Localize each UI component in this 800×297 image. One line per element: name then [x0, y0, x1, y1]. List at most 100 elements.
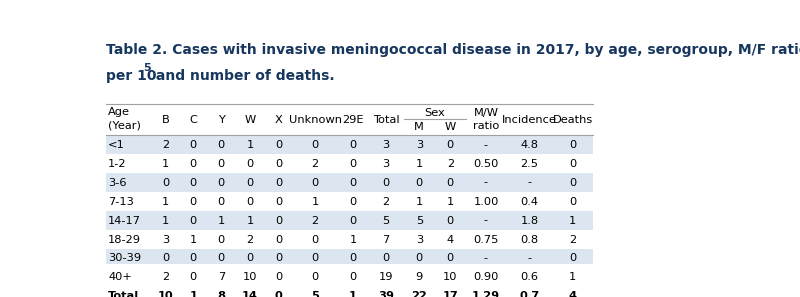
Text: 1: 1: [162, 159, 169, 169]
Text: 0: 0: [446, 178, 454, 188]
Text: 0.90: 0.90: [474, 272, 498, 282]
Text: 3: 3: [382, 140, 390, 150]
Text: 0: 0: [218, 235, 225, 244]
Text: Y: Y: [218, 115, 225, 125]
Text: 10: 10: [158, 291, 174, 297]
Text: 1: 1: [246, 216, 254, 225]
Text: 2.5: 2.5: [520, 159, 538, 169]
Text: 7-13: 7-13: [108, 197, 134, 206]
Text: 0: 0: [382, 254, 390, 263]
Text: 1: 1: [190, 291, 198, 297]
Text: 3: 3: [416, 140, 423, 150]
Bar: [106, 287, 593, 297]
Text: 0: 0: [246, 254, 254, 263]
Text: 2: 2: [162, 140, 169, 150]
Text: 0: 0: [311, 272, 318, 282]
Text: -: -: [527, 254, 531, 263]
Text: C: C: [190, 115, 198, 125]
Text: 0: 0: [246, 159, 254, 169]
Text: -: -: [484, 140, 488, 150]
Text: 0: 0: [350, 178, 357, 188]
Text: 1: 1: [162, 197, 169, 206]
Text: <1: <1: [108, 140, 125, 150]
Text: 14-17: 14-17: [108, 216, 141, 225]
Text: 0: 0: [190, 140, 197, 150]
Text: 0: 0: [275, 216, 282, 225]
Text: 0: 0: [416, 178, 423, 188]
Text: 0.50: 0.50: [474, 159, 498, 169]
Text: 1: 1: [416, 159, 423, 169]
Text: 1.00: 1.00: [474, 197, 498, 206]
Text: 0: 0: [416, 254, 423, 263]
Text: 0: 0: [190, 272, 197, 282]
Text: 3: 3: [416, 235, 423, 244]
Text: W: W: [245, 115, 256, 125]
Text: 3: 3: [162, 235, 169, 244]
Text: B: B: [162, 115, 170, 125]
Text: 0: 0: [350, 159, 357, 169]
Text: 39: 39: [378, 291, 394, 297]
Text: 0: 0: [275, 140, 282, 150]
Text: 5: 5: [382, 216, 390, 225]
Text: 4: 4: [446, 235, 454, 244]
Text: 0: 0: [446, 140, 454, 150]
Text: 0.7: 0.7: [519, 291, 539, 297]
Text: 2: 2: [569, 235, 576, 244]
Text: 1-2: 1-2: [108, 159, 126, 169]
Text: 1: 1: [162, 216, 169, 225]
Text: 7: 7: [218, 272, 225, 282]
Text: 9: 9: [416, 272, 423, 282]
Text: 0: 0: [275, 291, 283, 297]
Text: 0: 0: [275, 272, 282, 282]
Text: 0: 0: [350, 140, 357, 150]
Text: Table 2. Cases with invasive meningococcal disease in 2017, by age, serogroup, M: Table 2. Cases with invasive meningococc…: [106, 42, 800, 56]
Text: 0: 0: [218, 254, 225, 263]
Text: 1: 1: [569, 216, 576, 225]
Text: 0: 0: [569, 254, 576, 263]
Text: 14: 14: [242, 291, 258, 297]
Text: 0: 0: [190, 197, 197, 206]
Text: 0.6: 0.6: [520, 272, 538, 282]
Text: 0: 0: [190, 178, 197, 188]
Text: -: -: [527, 178, 531, 188]
Text: 29E: 29E: [342, 115, 364, 125]
Text: 0: 0: [569, 159, 576, 169]
Text: -: -: [484, 216, 488, 225]
Text: (Year): (Year): [108, 121, 141, 131]
Text: 2: 2: [446, 159, 454, 169]
Text: 0: 0: [569, 140, 576, 150]
Text: 7: 7: [382, 235, 390, 244]
Text: 1: 1: [246, 140, 254, 150]
Text: 0: 0: [218, 197, 225, 206]
Text: 22: 22: [411, 291, 427, 297]
Text: 10: 10: [443, 272, 458, 282]
Text: 1: 1: [416, 197, 423, 206]
Text: and number of deaths.: and number of deaths.: [151, 69, 334, 83]
Text: 0: 0: [382, 178, 390, 188]
Text: 1: 1: [349, 291, 357, 297]
Text: 0: 0: [162, 254, 169, 263]
Text: 1: 1: [350, 235, 357, 244]
Bar: [106, 211, 593, 230]
Bar: [106, 249, 593, 268]
Text: 4: 4: [569, 291, 577, 297]
Text: 0: 0: [275, 235, 282, 244]
Text: 0: 0: [162, 178, 169, 188]
Text: per 10: per 10: [106, 69, 157, 83]
Text: 0: 0: [275, 254, 282, 263]
Text: M: M: [414, 122, 424, 132]
Text: 2: 2: [382, 197, 390, 206]
Bar: [106, 173, 593, 192]
Text: 0: 0: [311, 140, 318, 150]
Text: Total: Total: [108, 291, 139, 297]
Text: 0.75: 0.75: [474, 235, 498, 244]
Text: 1: 1: [190, 235, 197, 244]
Text: 0: 0: [275, 159, 282, 169]
Text: 0: 0: [218, 140, 225, 150]
Text: 10: 10: [242, 272, 258, 282]
Text: 0: 0: [246, 197, 254, 206]
Text: -: -: [484, 254, 488, 263]
Text: 40+: 40+: [108, 272, 132, 282]
Text: 0: 0: [446, 254, 454, 263]
Text: 0: 0: [569, 178, 576, 188]
